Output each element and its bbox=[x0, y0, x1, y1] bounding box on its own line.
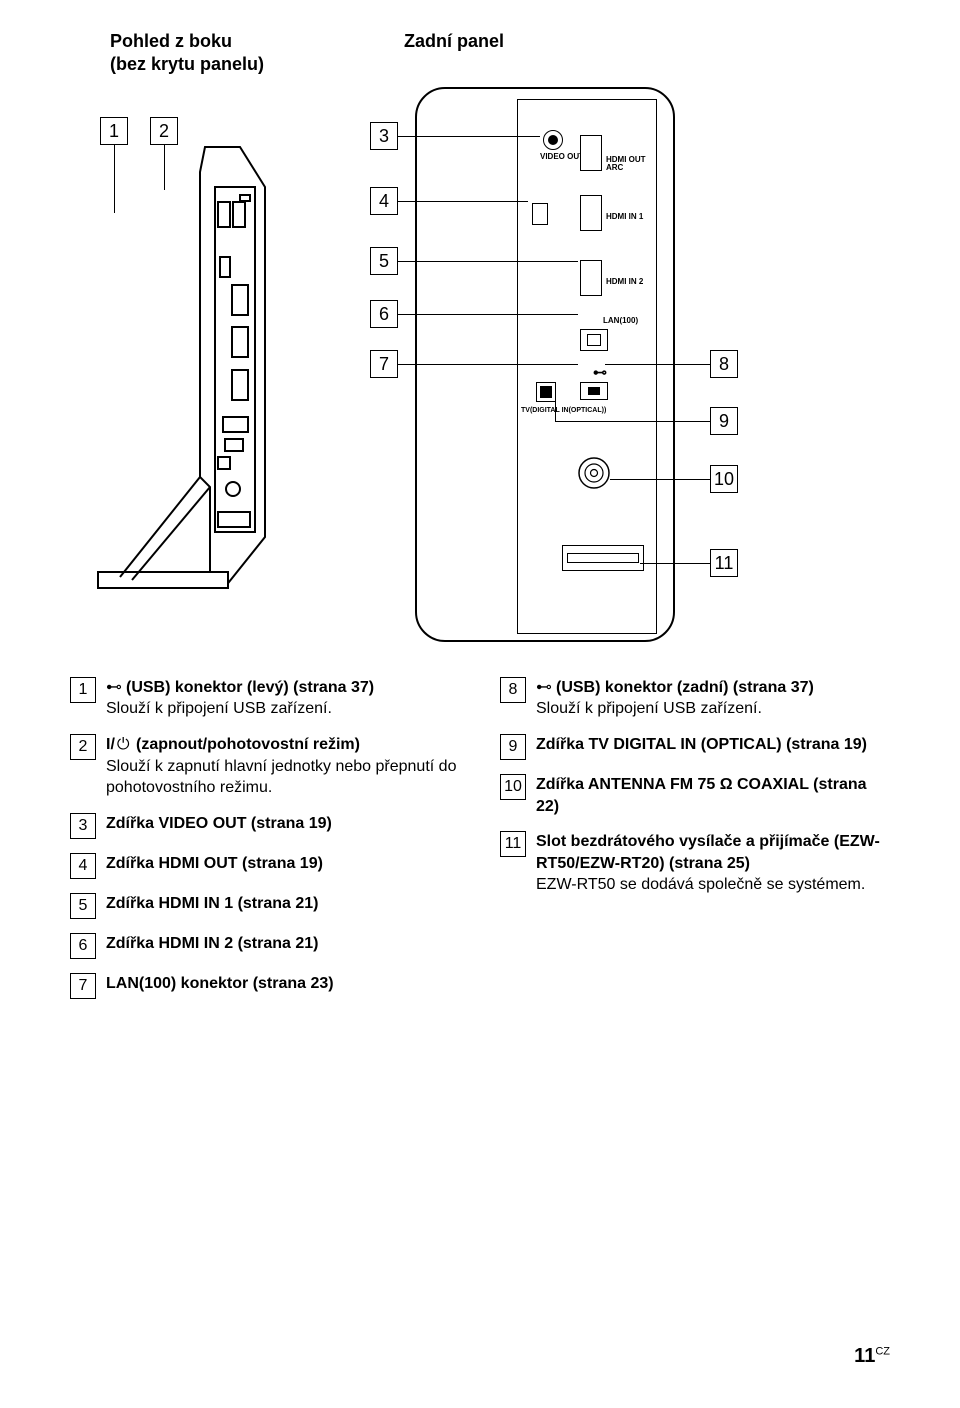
item-title: LAN(100) konektor (strana 23) bbox=[106, 975, 334, 992]
item-body: LAN(100) konektor (strana 23) bbox=[106, 973, 334, 999]
item-body: Zdířka HDMI IN 1 (strana 21) bbox=[106, 893, 319, 919]
item-subtitle: Slouží k připojení USB zařízení. bbox=[536, 698, 814, 720]
power-icon bbox=[115, 736, 132, 753]
item-title: Slot bezdrátového vysílače a přijímače (… bbox=[536, 833, 880, 872]
title-rear: Zadní panel bbox=[404, 30, 504, 77]
item-title: Zdířka HDMI OUT (strana 19) bbox=[106, 855, 323, 872]
item-number: 4 bbox=[70, 853, 96, 879]
item-title: (USB) konektor (zadní) (strana 37) bbox=[556, 679, 814, 696]
item-title: (zapnout/pohotovostní režim) bbox=[136, 736, 360, 753]
item-number: 10 bbox=[500, 774, 526, 800]
item-body: Zdířka HDMI OUT (strana 19) bbox=[106, 853, 323, 879]
diagram: 1 2 bbox=[80, 87, 780, 647]
page-number: 11CZ bbox=[854, 1345, 890, 1368]
item-number: 8 bbox=[500, 677, 526, 703]
item-number: 3 bbox=[70, 813, 96, 839]
item-number: 2 bbox=[70, 734, 96, 760]
usb-icon bbox=[106, 679, 126, 696]
callout-4: 4 bbox=[370, 187, 398, 215]
item-title: Zdířka VIDEO OUT (strana 19) bbox=[106, 815, 332, 832]
item-number: 5 bbox=[70, 893, 96, 919]
title-side: Pohled z boku (bez krytu panelu) bbox=[110, 30, 264, 77]
list-right: 8 (USB) konektor (zadní) (strana 37) Slouž… bbox=[500, 677, 890, 1013]
item-number: 1 bbox=[70, 677, 96, 703]
callout-5: 5 bbox=[370, 247, 398, 275]
item-number: 11 bbox=[500, 831, 526, 857]
item-title: (USB) konektor (levý) (strana 37) bbox=[126, 679, 374, 696]
callout-8: 8 bbox=[710, 350, 738, 378]
list-left: 1 (USB) konektor (levý) (strana 37) Slouží… bbox=[70, 677, 460, 1013]
side-view-svg bbox=[90, 117, 310, 617]
callout-11: 11 bbox=[710, 549, 738, 577]
item-subtitle: Slouží k zapnutí hlavní jednotky nebo př… bbox=[106, 756, 460, 799]
item-body: Slot bezdrátového vysílače a přijímače (… bbox=[536, 831, 890, 896]
item-body: Zdířka ANTENNA FM 75 Ω COAXIAL (strana 2… bbox=[536, 774, 890, 817]
item-number: 9 bbox=[500, 734, 526, 760]
item-title: Zdířka HDMI IN 1 (strana 21) bbox=[106, 895, 319, 912]
item-subtitle: EZW-RT50 se dodává společně se systémem. bbox=[536, 874, 890, 896]
callout-10: 10 bbox=[710, 465, 738, 493]
item-number: 6 bbox=[70, 933, 96, 959]
item-body: Zdířka TV DIGITAL IN (OPTICAL) (strana 1… bbox=[536, 734, 867, 760]
item-subtitle: Slouží k připojení USB zařízení. bbox=[106, 698, 374, 720]
item-body: Zdířka VIDEO OUT (strana 19) bbox=[106, 813, 332, 839]
item-body: I/ (zapnout/pohotovostní režim)Slouží k … bbox=[106, 734, 460, 799]
usb-icon bbox=[536, 679, 556, 696]
item-title: Zdířka ANTENNA FM 75 Ω COAXIAL (strana 2… bbox=[536, 776, 867, 815]
callout-7: 7 bbox=[370, 350, 398, 378]
inner-panel: VIDEO OUT HDMI OUT ARC HDMI IN 1 HDMI IN… bbox=[517, 99, 657, 634]
item-title: Zdířka TV DIGITAL IN (OPTICAL) (strana 1… bbox=[536, 736, 867, 753]
callout-6: 6 bbox=[370, 300, 398, 328]
item-title: Zdířka HDMI IN 2 (strana 21) bbox=[106, 935, 319, 952]
item-body: Zdířka HDMI IN 2 (strana 21) bbox=[106, 933, 319, 959]
item-number: 7 bbox=[70, 973, 96, 999]
callout-3: 3 bbox=[370, 122, 398, 150]
callout-9: 9 bbox=[710, 407, 738, 435]
item-body: (USB) konektor (levý) (strana 37) Slouží … bbox=[106, 677, 374, 720]
item-body: (USB) konektor (zadní) (strana 37) Slouží… bbox=[536, 677, 814, 720]
